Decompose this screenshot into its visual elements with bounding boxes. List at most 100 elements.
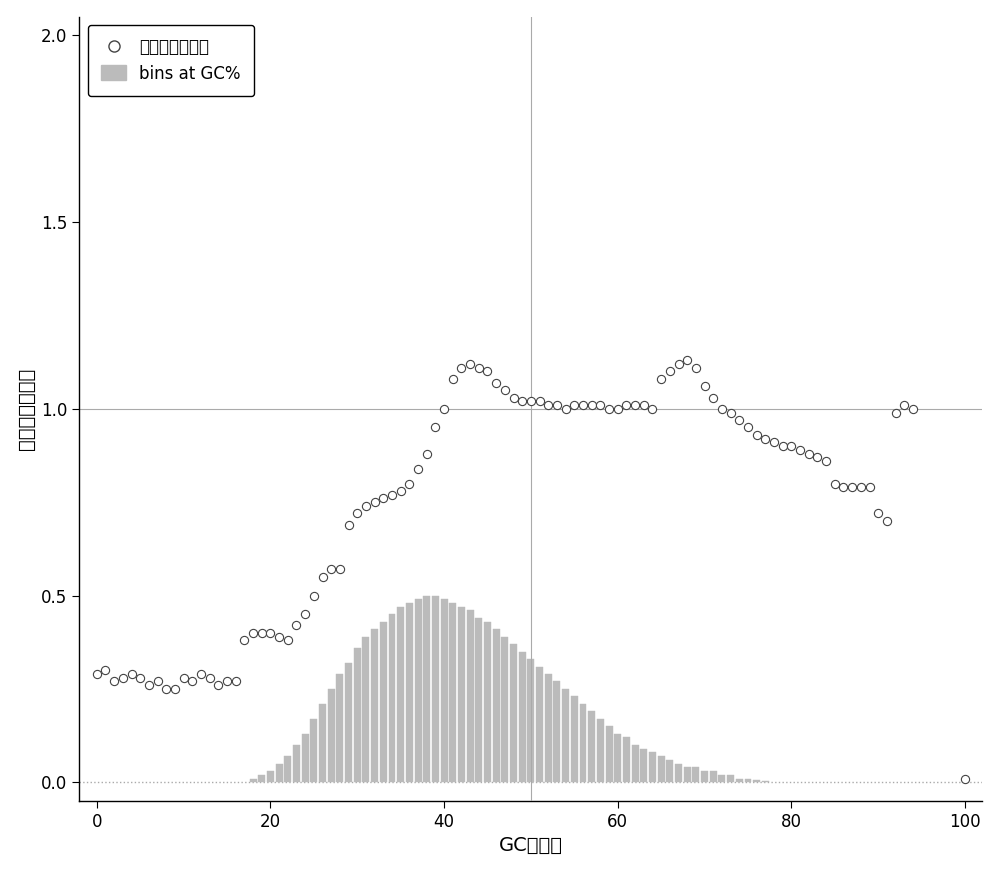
Point [653,372,669,386]
Point [202,671,218,685]
Point [141,678,157,692]
Point [254,626,270,640]
Bar [545,674,552,782]
Point [436,402,452,416]
Point [957,772,973,786]
Point [827,476,843,490]
Point [618,399,634,412]
Point [184,674,200,688]
Point [714,402,730,416]
Point [358,499,374,513]
Point [688,361,704,375]
Bar [302,733,309,782]
Point [775,439,791,453]
Bar [666,760,673,782]
Point [453,361,469,375]
Point [644,402,660,416]
Point [566,399,582,412]
Point [888,405,904,419]
Point [488,376,504,390]
Point [167,682,183,696]
Bar [632,745,639,782]
Point [427,420,443,434]
Point [375,492,391,506]
Bar [649,753,656,782]
Point [341,518,357,532]
Bar [710,771,717,782]
Bar [745,779,751,782]
Bar [284,756,291,782]
Point [219,674,235,688]
Point [532,394,548,408]
Bar [250,779,257,782]
Bar [467,610,474,782]
Point [731,413,747,427]
Bar [406,603,413,782]
Bar [423,596,430,782]
Bar [692,767,699,782]
Point [679,353,695,367]
Point [896,399,912,412]
Point [809,451,825,465]
Bar [684,767,691,782]
Point [332,562,348,576]
Point [818,454,834,468]
Bar [380,622,387,782]
Point [766,435,782,449]
Point [835,480,851,494]
Point [671,357,687,371]
Bar [458,607,465,782]
Point [792,443,808,457]
Bar [362,637,369,782]
Point [558,402,574,416]
Bar [527,659,534,782]
Bar [614,733,621,782]
Point [97,664,113,678]
Bar [397,607,404,782]
Point [89,667,105,681]
Point [132,671,148,685]
Bar [597,719,604,782]
Bar [345,663,352,782]
Point [540,399,556,412]
Point [384,487,400,501]
Bar [701,771,708,782]
Bar [658,756,665,782]
Bar [432,596,439,782]
Point [479,364,495,378]
Point [514,394,530,408]
Point [462,357,478,371]
Point [419,446,435,460]
Point [853,480,869,494]
Point [349,507,365,521]
Point [106,674,122,688]
Point [124,667,140,681]
Point [497,383,513,397]
Point [723,405,739,419]
Bar [354,648,361,782]
Point [575,399,591,412]
Point [288,618,304,632]
Point [228,674,244,688]
Bar [310,719,317,782]
Bar [415,599,422,782]
Point [879,514,895,528]
Bar [493,630,500,782]
Bar [606,726,613,782]
Point [210,678,226,692]
Point [401,476,417,490]
Bar [519,651,526,782]
Bar [580,704,586,782]
Bar [336,674,343,782]
Point [662,364,678,378]
Bar [571,697,578,782]
X-axis label: GC百分比: GC百分比 [499,836,563,855]
Point [262,626,278,640]
Bar [441,599,448,782]
Point [176,671,192,685]
Point [193,667,209,681]
Bar [389,614,395,782]
Bar [753,780,760,782]
Bar [727,775,734,782]
Bar [328,689,335,782]
